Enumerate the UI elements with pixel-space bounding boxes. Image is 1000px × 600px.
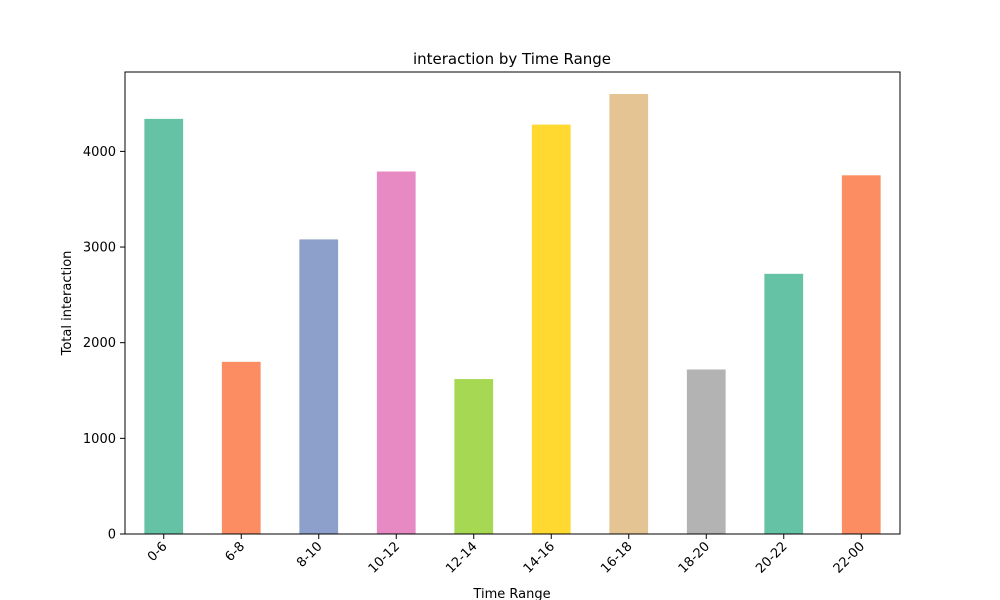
bar-6-8 [221,361,261,534]
x-tick-label: 22-00 [831,539,868,576]
y-axis-title: Total interaction [60,251,75,357]
y-tick-label: 4000 [83,145,116,160]
x-tick-label: 8-10 [294,539,325,570]
x-tick-label: 0-6 [145,539,171,565]
bar-8-10 [299,239,339,535]
bar-16-18 [609,94,649,534]
bar-20-22 [764,273,804,534]
bar-0-6 [144,118,184,534]
bar-10-12 [376,171,416,534]
x-tick-label: 6-8 [222,539,248,565]
plot-frame [124,71,901,535]
x-tick-label: 16-18 [598,539,635,576]
y-tick-label: 3000 [83,241,116,256]
y-axis: 0 1000 2000 3000 4000 [83,145,125,543]
x-tick-label: 18-20 [676,539,713,576]
y-tick-label: 2000 [83,336,116,351]
x-tick-label: 12-14 [443,539,480,576]
y-tick-label: 1000 [83,432,116,447]
x-tick-label: 14-16 [521,539,558,576]
bar-12-14 [454,379,494,534]
x-axis: 0-6 6-8 8-10 10-12 12-14 14-16 16-18 18-20 20-22… [145,534,868,577]
x-axis-title: Time Range [472,587,550,600]
chart-title: interaction by Time Range [413,50,611,68]
x-tick-label: 10-12 [366,539,403,576]
y-tick-label: 0 [108,528,116,543]
bars-group [144,94,881,535]
bar-18-20 [686,369,726,534]
bar-14-16 [531,124,571,534]
x-tick-label: 20-22 [753,539,790,576]
bar-22-00 [841,175,881,534]
